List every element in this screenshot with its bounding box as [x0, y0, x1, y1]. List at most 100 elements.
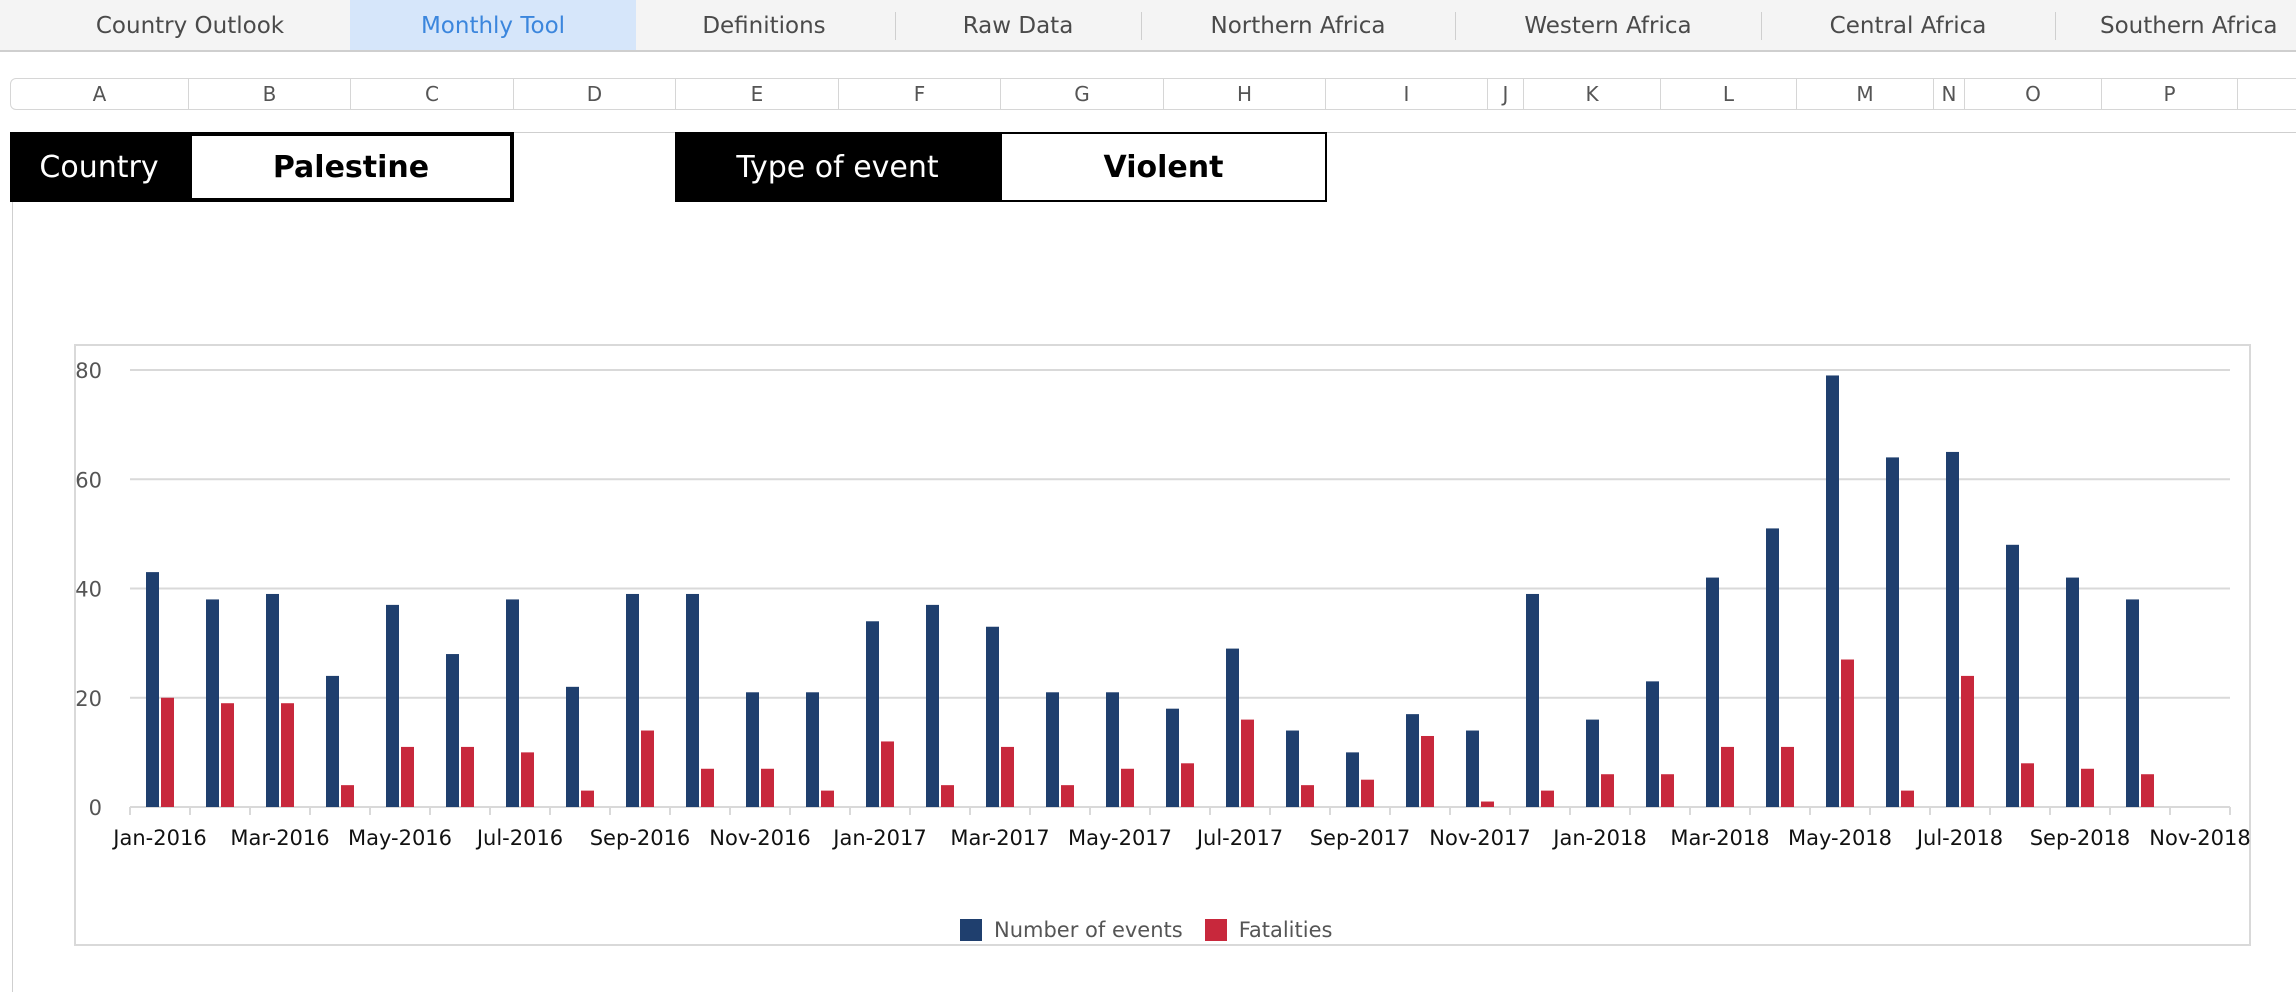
- bar-fatalities: [1001, 746, 1014, 807]
- x-tick-label: May-2017: [1068, 826, 1172, 850]
- bar-fatalities: [1121, 768, 1134, 807]
- bar-events: [806, 692, 819, 807]
- bar-fatalities: [941, 785, 954, 807]
- column-header-m[interactable]: M: [1797, 79, 1934, 109]
- column-header-k[interactable]: K: [1524, 79, 1661, 109]
- tab-western-africa[interactable]: Western Africa: [1524, 13, 1692, 39]
- bar-fatalities: [761, 768, 774, 807]
- bar-events: [206, 599, 219, 807]
- country-value-cell[interactable]: Palestine: [188, 132, 514, 202]
- event-type-value-cell[interactable]: Violent: [1000, 132, 1327, 202]
- tab-divider: [2055, 12, 2056, 40]
- bar-fatalities: [401, 746, 414, 807]
- x-tick-label: Sep-2016: [590, 826, 691, 850]
- bar-events: [386, 604, 399, 807]
- y-tick-label: 80: [75, 359, 102, 383]
- bar-events: [1346, 752, 1359, 807]
- bar-fatalities: [2081, 768, 2094, 807]
- column-header-a[interactable]: A: [11, 79, 189, 109]
- legend-label-events: Number of events: [994, 918, 1183, 942]
- bar-events: [626, 593, 639, 807]
- tab-divider: [1141, 12, 1142, 40]
- column-header-row: A B C D E F G H I J K L M N O P: [10, 78, 2296, 110]
- x-tick-label: Nov-2017: [1429, 826, 1530, 850]
- bar-fatalities: [521, 752, 534, 807]
- column-header-b[interactable]: B: [189, 79, 351, 109]
- bar-events: [1046, 692, 1059, 807]
- bar-events: [1226, 648, 1239, 807]
- column-header-g[interactable]: G: [1001, 79, 1164, 109]
- bar-events: [1166, 708, 1179, 807]
- x-tick-label: Nov-2016: [709, 826, 810, 850]
- tab-northern-africa[interactable]: Northern Africa: [1210, 13, 1386, 39]
- column-header-h[interactable]: H: [1164, 79, 1326, 109]
- country-label: Country: [10, 132, 188, 202]
- x-tick-label: Jul-2017: [1195, 826, 1283, 850]
- y-tick-label: 20: [75, 687, 102, 711]
- chart-frame[interactable]: [74, 344, 2251, 946]
- bar-events: [266, 593, 279, 807]
- bar-events: [566, 686, 579, 807]
- bar-events: [146, 572, 159, 807]
- column-header-p[interactable]: P: [2102, 79, 2238, 109]
- tab-country-outlook[interactable]: Country Outlook: [95, 13, 285, 39]
- bar-fatalities: [1961, 675, 1974, 807]
- legend-item-fatalities: Fatalities: [1204, 918, 1333, 942]
- legend-item-events: Number of events: [960, 918, 1183, 942]
- column-header-e[interactable]: E: [676, 79, 839, 109]
- bar-fatalities: [461, 746, 474, 807]
- column-header-d[interactable]: D: [514, 79, 676, 109]
- legend-swatch-events: [960, 919, 982, 941]
- bar-events: [926, 604, 939, 807]
- bar-events: [1946, 451, 1959, 807]
- bar-fatalities: [701, 768, 714, 807]
- bar-fatalities: [161, 697, 174, 807]
- x-tick-label: May-2016: [348, 826, 452, 850]
- column-header-f[interactable]: F: [839, 79, 1001, 109]
- bar-events: [1826, 375, 1839, 807]
- tab-monthly-tool[interactable]: Monthly Tool: [350, 0, 636, 50]
- x-tick-label: Nov-2018: [2149, 826, 2250, 850]
- bar-events: [1106, 692, 1119, 807]
- event-type-label: Type of event: [675, 132, 1000, 202]
- x-tick-label: Jul-2018: [1915, 826, 2003, 850]
- bar-events: [1466, 730, 1479, 807]
- x-tick-label: Jan-2017: [831, 826, 926, 850]
- bar-fatalities: [221, 703, 234, 807]
- tab-central-africa[interactable]: Central Africa: [1829, 13, 1987, 39]
- bar-fatalities: [341, 785, 354, 807]
- legend-label-fatalities: Fatalities: [1238, 918, 1333, 942]
- x-tick-label: Mar-2017: [950, 826, 1049, 850]
- column-header-i[interactable]: I: [1326, 79, 1488, 109]
- column-header-o[interactable]: O: [1965, 79, 2102, 109]
- bar-fatalities: [1481, 801, 1494, 807]
- tab-divider: [895, 12, 896, 40]
- bar-fatalities: [1781, 746, 1794, 807]
- bar-events: [1406, 714, 1419, 807]
- bar-fatalities: [881, 741, 894, 807]
- tab-divider: [1761, 12, 1762, 40]
- column-header-n[interactable]: N: [1934, 79, 1965, 109]
- legend-swatch-fatalities: [1204, 919, 1227, 941]
- bar-fatalities: [1421, 735, 1434, 807]
- bar-fatalities: [1721, 746, 1734, 807]
- bar-events: [506, 599, 519, 807]
- bar-events: [1286, 730, 1299, 807]
- column-header-c[interactable]: C: [351, 79, 514, 109]
- tab-raw-data[interactable]: Raw Data: [962, 13, 1074, 39]
- bar-fatalities: [1661, 774, 1674, 807]
- column-header-j[interactable]: J: [1488, 79, 1524, 109]
- event-type-selector: Type of event Violent: [675, 132, 1327, 202]
- bar-events: [1526, 593, 1539, 807]
- bar-fatalities: [281, 703, 294, 807]
- bar-events: [686, 593, 699, 807]
- tab-southern-africa[interactable]: Southern Africa: [2100, 13, 2278, 39]
- bar-fatalities: [1181, 763, 1194, 807]
- column-header-l[interactable]: L: [1661, 79, 1797, 109]
- bar-events: [1766, 528, 1779, 807]
- bar-fatalities: [1241, 719, 1254, 807]
- bar-events: [2066, 577, 2079, 807]
- bar-fatalities: [2021, 763, 2034, 807]
- tab-definitions[interactable]: Definitions: [702, 13, 826, 39]
- bar-events: [2126, 599, 2139, 807]
